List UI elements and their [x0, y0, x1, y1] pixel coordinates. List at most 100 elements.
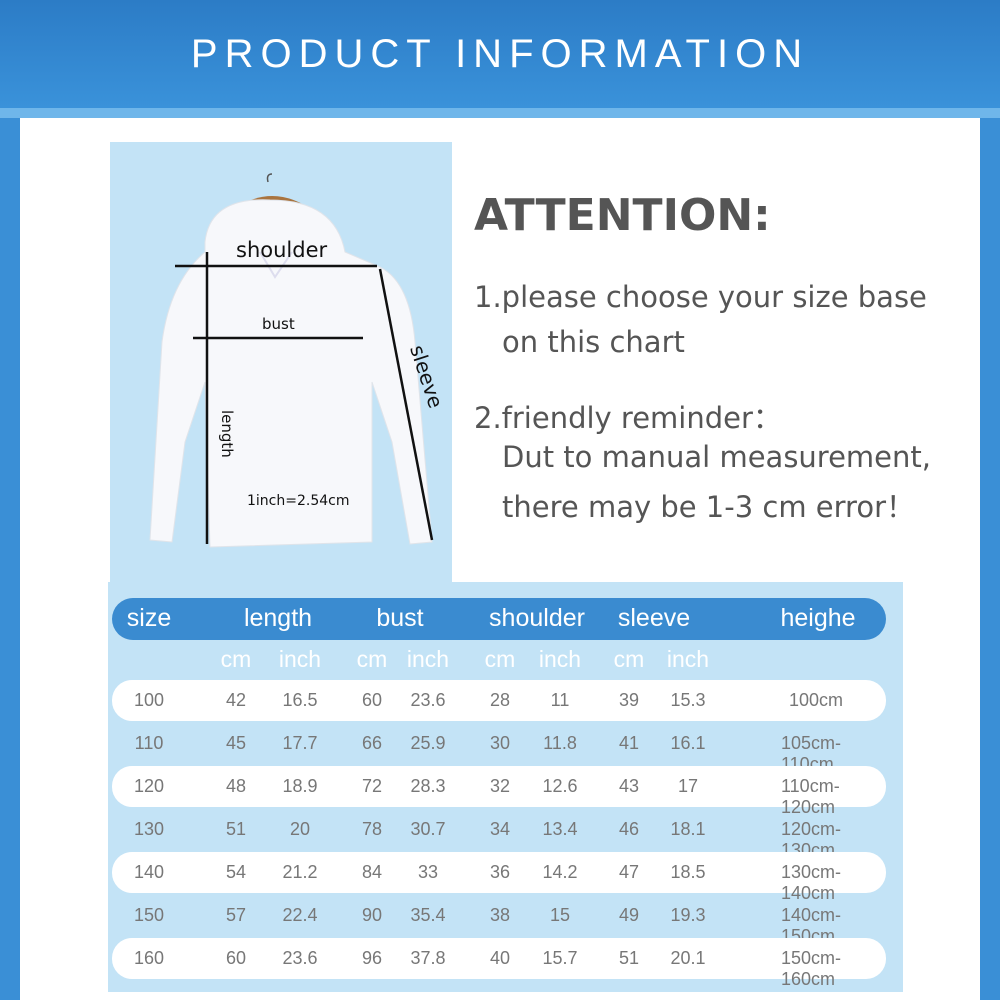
unit-label: cm	[356, 646, 388, 672]
column-header: sleeve	[617, 604, 691, 632]
table-cell: 43	[618, 776, 640, 796]
table-row: 130 51 20 78 30.7 34 13.4 46 18.1 120cm-130cm	[112, 809, 886, 860]
table-cell: 78	[361, 819, 383, 839]
table-row: 160 60 23.6 96 37.8 40 15.7 51 20.1 150cm-160cm	[112, 938, 886, 989]
unit-label: cm	[220, 646, 252, 672]
table-cell: 41	[618, 733, 640, 753]
table-cell: 35.4	[410, 905, 446, 925]
table-cell: 16.1	[670, 733, 706, 753]
table-cell: 72	[361, 776, 383, 796]
shoulder-label: shoulder	[236, 238, 328, 262]
table-cell: 140	[133, 862, 165, 882]
table-row: 100 42 16.5 60 23.6 28 11 39 15.3 100cm	[112, 680, 886, 721]
table-cell: 13.4	[542, 819, 578, 839]
note-2-line-1: 2.friendly reminder：	[474, 401, 782, 435]
table-row: 110 45 17.7 66 25.9 30 11.8 41 16.1 105cm-110cm	[112, 723, 886, 774]
table-cell: 23.6	[282, 948, 318, 968]
table-cell: 34	[489, 819, 511, 839]
table-cell: 11	[550, 690, 570, 710]
table-cell: 96	[361, 948, 383, 968]
table-cell: 110	[134, 733, 164, 753]
table-cell: 15.3	[670, 690, 706, 710]
table-cell: 21.2	[282, 862, 318, 882]
table-cell: 18.9	[282, 776, 318, 796]
table-cell: 18.1	[670, 819, 706, 839]
column-header: shoulder	[489, 604, 585, 632]
page-title: PRODUCT INFORMATION	[190, 31, 810, 76]
unit-label: cm	[613, 646, 645, 672]
note-1-line-1: 1.please choose your size base	[474, 280, 927, 314]
table-cell: 150cm-160cm	[781, 948, 842, 989]
table-row: 150 57 22.4 90 35.4 38 15 49 19.3 140cm-150cm	[112, 895, 886, 946]
column-header: heighe	[780, 604, 856, 632]
column-header: length	[243, 604, 313, 632]
attention-title: ATTENTION:	[474, 190, 771, 241]
table-cell: 40	[489, 948, 511, 968]
table-cell: 12.6	[542, 776, 578, 796]
hoodie-illustration	[149, 173, 434, 548]
table-cell: 60	[361, 690, 383, 710]
table-cell: 45	[225, 733, 247, 753]
table-cell: 48	[225, 776, 247, 796]
table-cell: 84	[361, 862, 383, 882]
unit-label: inch	[538, 646, 582, 672]
table-cell: 33	[417, 862, 439, 882]
hoodie-diagram: shoulder bust length sleeve 1inch=2.54cm	[110, 142, 452, 582]
table-cell: 130	[133, 819, 165, 839]
table-cell: 14.2	[542, 862, 578, 882]
table-cell: 16.5	[282, 690, 318, 710]
table-cell: 15	[549, 905, 571, 925]
unit-label: cm	[484, 646, 516, 672]
conversion-note: 1inch=2.54cm	[247, 493, 350, 509]
unit-label: inch	[278, 646, 322, 672]
unit-label: inch	[406, 646, 450, 672]
table-cell: 51	[225, 819, 247, 839]
table-cell: 20.1	[670, 948, 706, 968]
unit-label: inch	[666, 646, 710, 672]
table-row: 120 48 18.9 72 28.3 32 12.6 43 17 110cm-120cm	[112, 766, 886, 817]
table-cell: 22.4	[282, 905, 318, 925]
size-chart: size length bust shoulder sleeve heighe cm inc…	[108, 582, 903, 992]
column-header: size	[126, 604, 172, 632]
table-cell: 18.5	[670, 862, 706, 882]
table-cell: 32	[489, 776, 511, 796]
table-cell: 90	[361, 905, 383, 925]
header-stripe	[0, 108, 1000, 118]
table-cell: 51	[618, 948, 640, 968]
table-cell: 37.8	[410, 948, 446, 968]
table-cell: 20	[289, 819, 311, 839]
table-cell: 47	[618, 862, 640, 882]
table-cell: 39	[618, 690, 640, 710]
table-cell: 57	[225, 905, 247, 925]
table-row: 140 54 21.2 84 33 36 14.2 47 18.5 130cm-140cm	[112, 852, 886, 903]
table-cell: 15.7	[542, 948, 578, 968]
table-cell: 28.3	[410, 776, 446, 796]
note-2-line-2: Dut to manual measurement,	[502, 440, 931, 474]
column-header: bust	[376, 604, 424, 632]
table-cell: 17.7	[282, 733, 318, 753]
table-cell: 28	[489, 690, 511, 710]
table-cell: 54	[225, 862, 247, 882]
table-cell: 150	[133, 905, 165, 925]
header-banner: PRODUCT INFORMATION	[0, 0, 1000, 108]
table-cell: 100	[133, 690, 165, 710]
table-cell: 23.6	[410, 690, 446, 710]
table-cell: 49	[618, 905, 640, 925]
table-cell: 160	[133, 948, 165, 968]
table-cell: 38	[489, 905, 511, 925]
table-cell: 30	[489, 733, 511, 753]
note-2-line-3: there may be 1-3 cm error！	[502, 490, 916, 524]
table-cell: 42	[225, 690, 247, 710]
table-cell: 11.8	[543, 733, 577, 753]
table-cell: 120	[133, 776, 165, 796]
length-label: length	[218, 410, 236, 458]
note-1-line-2: on this chart	[502, 325, 685, 359]
table-cell: 130cm-140cm	[781, 862, 842, 903]
table-cell: 46	[618, 819, 640, 839]
table-cell: 30.7	[410, 819, 446, 839]
table-cell: 100cm	[788, 690, 844, 710]
table-cell: 36	[489, 862, 511, 882]
table-cell: 17	[677, 776, 699, 796]
table-header: size length bust shoulder sleeve heighe	[112, 598, 886, 640]
bust-label: bust	[262, 315, 295, 333]
